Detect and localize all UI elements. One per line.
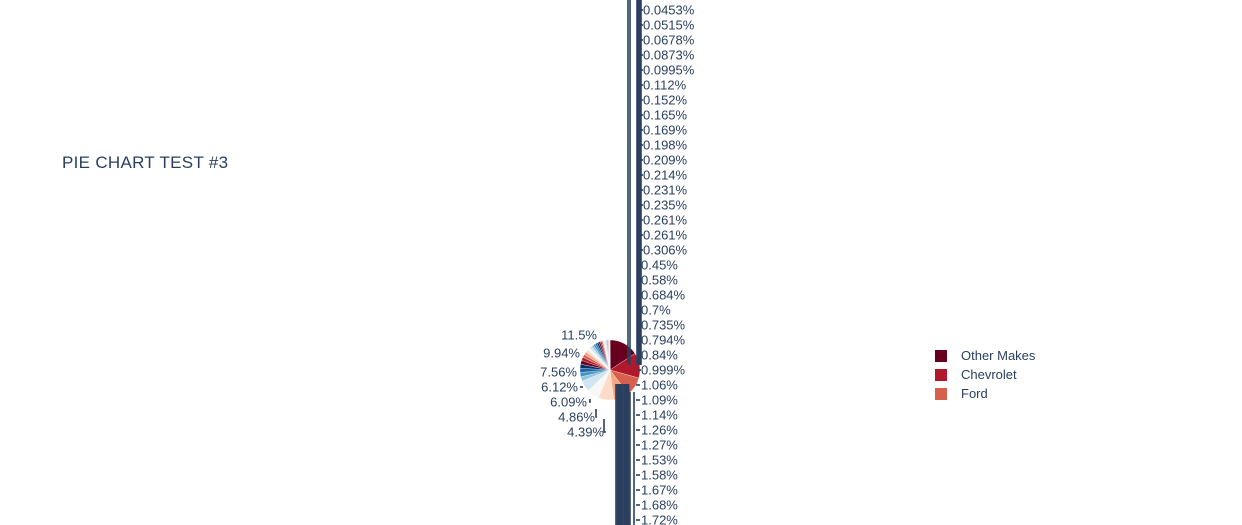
legend-item[interactable]: Chevrolet <box>935 365 1035 384</box>
slice-label: 0.261% <box>643 213 688 228</box>
legend-swatch <box>935 368 947 381</box>
slice-label: 0.58% <box>641 273 678 288</box>
slice-label: 9.94% <box>543 346 580 361</box>
legend: Other Makes Chevrolet Ford <box>935 346 1035 403</box>
slice-label: 1.09% <box>641 393 678 408</box>
legend-swatch <box>935 349 947 362</box>
slice-label: 1.26% <box>641 423 678 438</box>
slice-label: 0.152% <box>643 93 688 108</box>
slice-label: 1.53% <box>641 453 678 468</box>
slice-label: 0.209% <box>643 153 688 168</box>
slice-label: 0.235% <box>643 198 688 213</box>
slice-label: 1.06% <box>641 378 678 393</box>
slice-label: 11.5% <box>561 328 597 343</box>
legend-label: Other Makes <box>961 348 1036 363</box>
slice-label: 6.12% <box>541 380 578 395</box>
slice-label: 0.0678% <box>643 33 695 48</box>
slice-label: 0.999% <box>641 363 686 378</box>
slice-label: 0.735% <box>641 318 686 333</box>
slice-label: 1.58% <box>641 468 678 483</box>
slice-label: 0.0453% <box>643 3 695 18</box>
slice-labels: 11.5% 9.94% 7.56%6.12%6.09%4.86%4.39% 1.72%… <box>540 3 695 525</box>
slice-label: 0.0873% <box>643 48 695 63</box>
slice-label: 0.794% <box>641 333 686 348</box>
slice-label: 0.214% <box>643 168 688 183</box>
slice-label: 0.261% <box>643 228 688 243</box>
slice-label: 0.0995% <box>643 63 695 78</box>
slice-label: 1.67% <box>641 483 678 498</box>
slice-label: 0.306% <box>643 243 688 258</box>
slice-label: 6.09% <box>550 395 587 410</box>
slice-label: 1.72% <box>641 513 678 525</box>
legend-label: Chevrolet <box>961 367 1017 382</box>
chart-title: PIE CHART TEST #3 <box>62 153 229 172</box>
label-connector <box>603 419 606 433</box>
slice-label: 0.684% <box>641 288 686 303</box>
slice-label: 0.165% <box>643 108 688 123</box>
slice-label: 1.14% <box>641 408 678 423</box>
label-connector <box>589 399 591 403</box>
slice-label: 0.45% <box>641 258 678 273</box>
slice-label: 4.39% <box>567 425 604 440</box>
slice-label: 0.0515% <box>643 18 695 33</box>
slice-label: 0.84% <box>641 348 678 363</box>
slice-label: 0.198% <box>643 138 688 153</box>
legend-item[interactable]: Other Makes <box>935 346 1035 365</box>
slice-label: 4.86% <box>558 410 595 425</box>
slice-label: 1.68% <box>641 498 678 513</box>
slice-label: 7.56% <box>540 365 577 380</box>
label-connectors <box>580 0 643 525</box>
legend-label: Ford <box>961 386 988 401</box>
label-connector <box>595 409 597 418</box>
legend-swatch <box>935 387 947 400</box>
slice-label: 0.7% <box>641 303 671 318</box>
slice-label: 1.27% <box>641 438 678 453</box>
legend-item[interactable]: Ford <box>935 384 1035 403</box>
slice-label: 0.231% <box>643 183 688 198</box>
slice-label: 0.169% <box>643 123 688 138</box>
pie-slices <box>579 339 641 401</box>
slice-label: 0.112% <box>643 78 687 93</box>
